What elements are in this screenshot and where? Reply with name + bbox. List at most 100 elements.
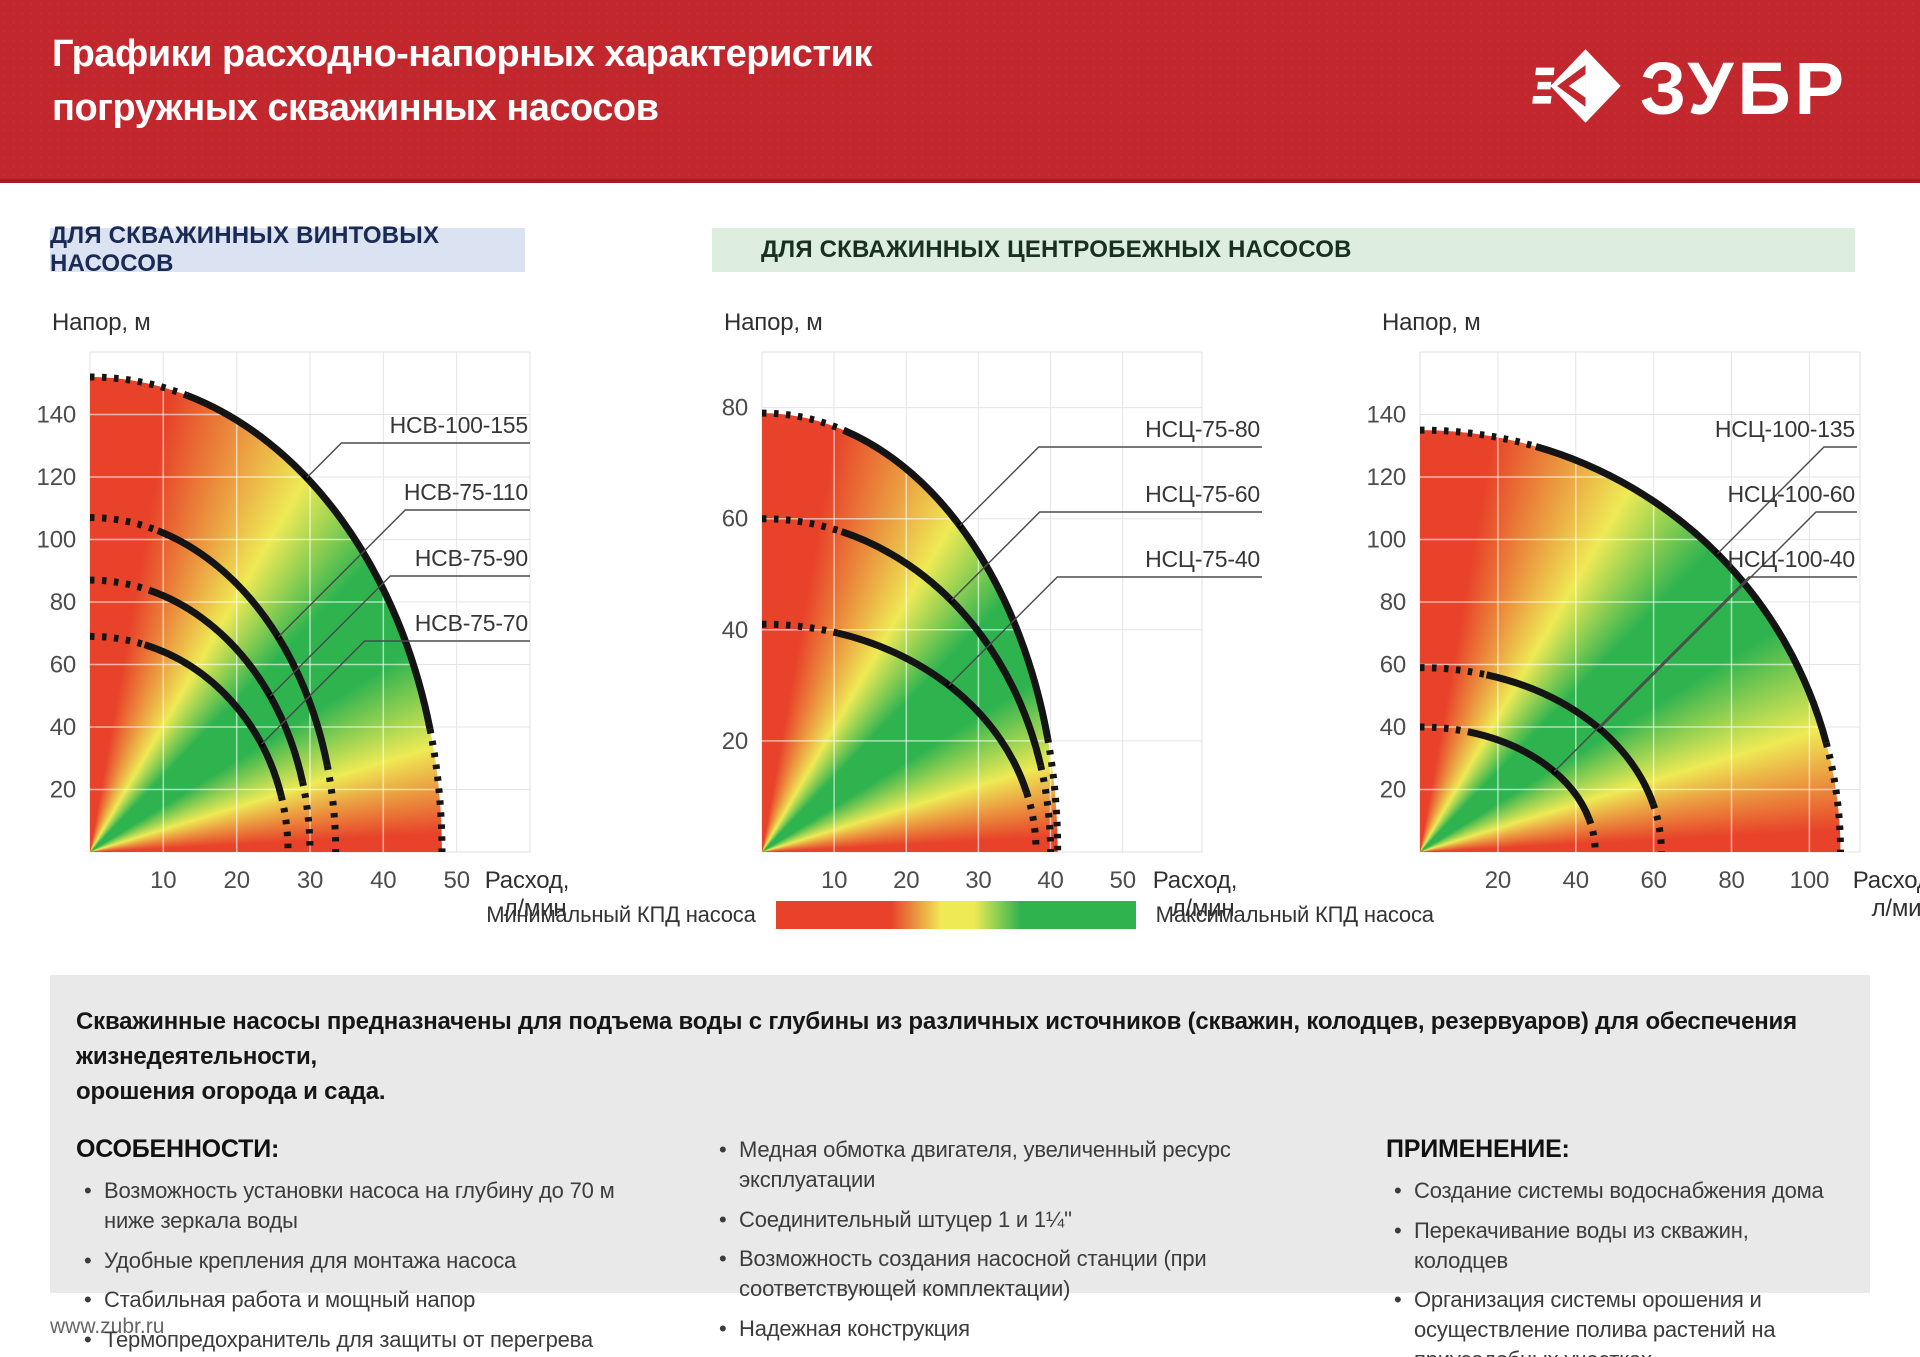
pump-curve — [840, 528, 1045, 767]
callout-line — [959, 446, 1262, 527]
callout-line — [269, 575, 530, 697]
x-tick-label: 20 — [224, 867, 250, 894]
pump-curve — [1534, 443, 1830, 744]
pump-curve — [149, 587, 306, 783]
x-tick-label: 50 — [1110, 867, 1136, 894]
legend-max-label: Максимальный КПД насоса — [1155, 902, 1434, 927]
zubr-logo-icon — [1532, 42, 1624, 135]
chart-centrifugal-75-pumps: Напор, м НСЦ-75-80 НСЦ-75-60 НСЦ-75-40 10 20… — [712, 300, 1292, 935]
bullet-item: Возможность установки насоса на глубину … — [76, 1176, 651, 1235]
pump-curve — [1467, 728, 1593, 821]
y-tick-label: 40 — [1380, 714, 1406, 741]
y-tick-label: 40 — [50, 714, 76, 741]
callout-line — [1598, 511, 1857, 730]
efficiency-legend: Минимальный КПД насоса Максимальный КПД … — [0, 901, 1920, 929]
pump-curve-dotted-end — [426, 728, 446, 853]
pump-curve-dotted-start — [89, 373, 189, 399]
bullet-item: Стабильная работа и мощный напор — [76, 1285, 651, 1315]
y-tick-label: 140 — [1367, 402, 1406, 429]
bullet-item: Возможность создания насосной станции (п… — [711, 1244, 1326, 1303]
callout-line — [306, 442, 530, 479]
pump-curve — [836, 629, 1031, 795]
y-axis-title: Напор, м — [1382, 309, 1481, 336]
efficiency-gradient-area — [762, 413, 1058, 852]
chart-centrifugal-100-pumps: Напор, м НСЦ-100-135 НСЦ-100-60 НСЦ-100-40… — [1367, 300, 1920, 935]
y-tick-label: 60 — [1380, 652, 1406, 679]
x-tick-label: 30 — [965, 867, 991, 894]
x-tick-label: 80 — [1718, 867, 1744, 894]
curve-label: НСЦ-100-40 — [1727, 546, 1855, 572]
y-tick-label: 100 — [37, 527, 76, 554]
x-tick-label: 50 — [444, 867, 470, 894]
y-axis-title: Напор, м — [52, 309, 151, 336]
curve-label: НСВ-75-90 — [415, 545, 528, 571]
callout-line — [261, 640, 530, 745]
info-box: Скважинные насосы предназначены для подъ… — [50, 975, 1870, 1357]
pump-chart-svg: Напор, м НСЦ-100-135 НСЦ-100-60 НСЦ-100-40… — [1367, 309, 1920, 922]
brand-wordmark: ЗУБР — [1639, 46, 1848, 130]
pump-curve — [1485, 671, 1657, 806]
features-more-list: Медная обмотка двигателя, увеличенный ре… — [711, 1135, 1326, 1357]
callout-line — [948, 576, 1262, 686]
pump-curve — [842, 426, 1052, 740]
header-banner: Графики расходно-напорных характеристик … — [0, 0, 1920, 183]
callout-line — [1716, 446, 1857, 555]
callout-line — [277, 509, 530, 638]
y-tick-label: 40 — [722, 617, 748, 644]
callout-line — [1553, 576, 1857, 773]
y-tick-label: 140 — [37, 402, 76, 429]
chart-screw-pumps: Напор, м НСВ-100-155 НСВ-75-110 НСВ-75-90 Н… — [37, 300, 620, 935]
y-tick-label: 20 — [50, 777, 76, 804]
x-tick-label: 40 — [1037, 867, 1063, 894]
pump-curve-dotted-end — [1023, 791, 1040, 853]
pump-curve-dotted-end — [277, 795, 292, 853]
bullet-item: Медная обмотка двигателя, увеличенный ре… — [711, 1135, 1326, 1194]
x-axis-title-line2: л/мин — [1872, 895, 1920, 922]
y-axis-title: Напор, м — [724, 309, 823, 336]
curve-label: НСЦ-100-60 — [1727, 481, 1855, 507]
pump-curve-dotted-start — [1419, 723, 1469, 736]
callout-line — [950, 511, 1262, 601]
x-tick-label: 10 — [821, 867, 847, 894]
x-tick-label: 10 — [150, 867, 176, 894]
features-column: ОСОБЕННОСТИ: Возможность установки насос… — [76, 1135, 651, 1357]
x-axis-title: Расход, — [1853, 867, 1920, 894]
y-tick-label: 80 — [722, 395, 748, 422]
y-tick-label: 80 — [50, 589, 76, 616]
curve-label: НСЦ-75-60 — [1145, 481, 1260, 507]
y-tick-label: 120 — [37, 464, 76, 491]
y-tick-label: 20 — [1380, 777, 1406, 804]
features-title: ОСОБЕННОСТИ: — [76, 1135, 280, 1164]
applications-list: Создание системы водоснабжения дома Перек… — [1386, 1176, 1844, 1357]
bullet-item: Термопредохранитель для защиты от перегр… — [76, 1325, 651, 1355]
pump-curve-dotted-end — [1649, 803, 1665, 853]
page-title-line2: погружных скважинных насосов — [52, 86, 659, 129]
curve-label: НСЦ-75-40 — [1145, 546, 1260, 572]
efficiency-gradient-bar — [775, 901, 1136, 929]
y-tick-label: 100 — [1367, 527, 1406, 554]
pump-curve — [156, 527, 331, 767]
pump-chart-svg: Напор, м НСЦ-75-80 НСЦ-75-60 НСЦ-75-40 10 20… — [722, 309, 1262, 922]
pump-chart-svg: Напор, м НСВ-100-155 НСВ-75-110 НСВ-75-90 Н… — [37, 309, 570, 922]
pump-curve — [185, 392, 434, 730]
pump-curve-dotted-start — [89, 632, 146, 649]
applications-column: ПРИМЕНЕНИЕ: Создание системы водоснабжен… — [1386, 1135, 1844, 1357]
x-axis-title-line2: л/мин — [504, 895, 567, 922]
bullet-item: Перекачивание воды из скважин, колодцев — [1386, 1216, 1844, 1275]
x-axis-title-line2: л/мин — [1172, 895, 1235, 922]
features-more-column: Медная обмотка двигателя, увеличенный ре… — [711, 1135, 1326, 1357]
pump-curve — [143, 641, 285, 798]
x-axis-title: Расход, — [1153, 867, 1237, 894]
pump-curve-dotted-end — [1585, 818, 1599, 853]
info-columns: ОСОБЕННОСТИ: Возможность установки насос… — [76, 1135, 1844, 1357]
curve-label: НСЦ-100-135 — [1715, 416, 1855, 442]
curve-label: НСВ-75-70 — [415, 610, 528, 636]
features-list: Возможность установки насоса на глубину … — [76, 1176, 651, 1357]
applications-title: ПРИМЕНЕНИЕ: — [1386, 1135, 1570, 1164]
y-tick-label: 60 — [50, 652, 76, 679]
y-tick-label: 60 — [722, 506, 748, 533]
pump-curve-dotted-start — [761, 515, 843, 535]
curve-label: НСВ-100-155 — [390, 412, 528, 438]
curve-label: НСВ-75-110 — [404, 479, 528, 505]
